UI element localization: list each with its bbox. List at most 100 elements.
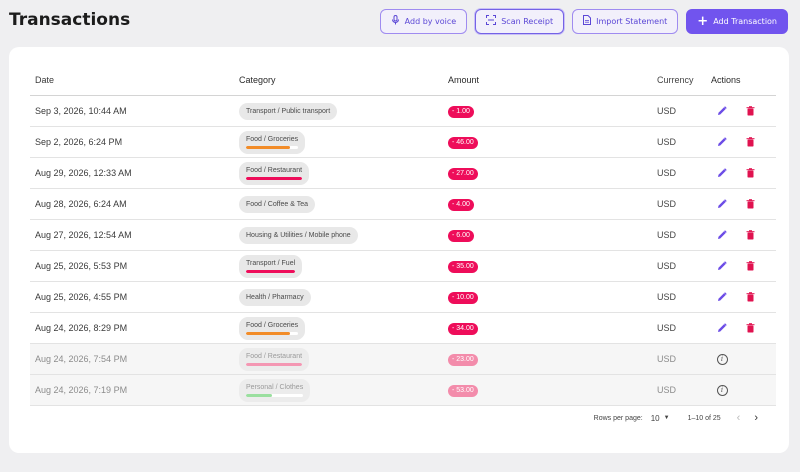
edit-icon[interactable] — [716, 322, 728, 334]
transactions-table: Date Category Amount Currency Actions Se… — [30, 64, 776, 406]
amount-badge: - 23.00 — [448, 353, 478, 366]
table-row[interactable]: Sep 3, 2026, 10:44 AM Transport / Public … — [30, 96, 776, 127]
header-actions: Actions — [711, 74, 741, 85]
plus-icon: + — [697, 14, 709, 29]
add-by-voice-button[interactable]: Add by voice — [379, 9, 468, 34]
delete-icon[interactable] — [744, 167, 756, 179]
pagination: Rows per page: 10 ▼ 1–10 of 25 ‹ › — [594, 412, 758, 424]
edit-icon[interactable] — [716, 229, 728, 241]
transaction-currency: USD — [657, 137, 677, 147]
amount-badge: - 27.00 — [448, 167, 478, 180]
category-chip: Food / Coffee & Tea — [239, 195, 316, 213]
delete-icon[interactable] — [744, 229, 756, 241]
amount-badge: - 35.00 — [448, 260, 478, 273]
import-statement-button[interactable]: Import Statement — [572, 9, 679, 34]
rows-per-page-select[interactable]: 10 ▼ — [651, 414, 670, 423]
info-icon[interactable]: i — [716, 353, 728, 365]
category-cell: Housing & Utilities / Mobile phone — [239, 226, 448, 244]
transaction-currency: USD — [657, 292, 677, 302]
add-transaction-button[interactable]: + Add Transaction — [686, 9, 788, 34]
delete-icon[interactable] — [744, 322, 756, 334]
transaction-currency: USD — [657, 199, 677, 209]
category-label: Food / Coffee & Tea — [246, 200, 309, 208]
info-icon[interactable]: i — [716, 384, 728, 396]
table-row[interactable]: Aug 27, 2026, 12:54 AM Housing & Utilitie… — [30, 220, 776, 251]
amount-cell: - 6.00 — [448, 229, 657, 242]
row-actions — [709, 136, 776, 148]
category-label: Transport / Public transport — [246, 107, 331, 115]
table-row[interactable]: Aug 25, 2026, 4:55 PM Health / Pharmacy - … — [30, 282, 776, 313]
next-page-icon[interactable]: › — [754, 412, 758, 424]
amount-badge: - 10.00 — [448, 291, 478, 304]
previous-page-icon[interactable]: ‹ — [736, 412, 741, 424]
category-cell: Food / Coffee & Tea — [239, 195, 448, 213]
edit-icon[interactable] — [716, 260, 728, 272]
amount-cell: - 53.00 — [448, 384, 657, 397]
rows-per-page-value: 10 — [650, 413, 660, 423]
row-actions — [709, 291, 776, 303]
category-cell: Food / Groceries — [239, 316, 448, 340]
header-category[interactable]: Category — [239, 74, 276, 85]
category-cell: Food / Restaurant — [239, 347, 448, 371]
transaction-currency: USD — [657, 230, 677, 240]
add-by-voice-label: Add by voice — [404, 17, 457, 26]
delete-icon[interactable] — [744, 260, 756, 272]
delete-icon[interactable] — [744, 198, 756, 210]
category-chip: Food / Restaurant — [239, 347, 310, 371]
edit-icon[interactable] — [716, 291, 728, 303]
category-chip: Food / Restaurant — [239, 161, 310, 185]
row-actions: i — [709, 384, 776, 396]
table-row[interactable]: Aug 24, 2026, 7:54 PM Food / Restaurant - … — [30, 344, 776, 375]
table-row[interactable]: Aug 24, 2026, 8:29 PM Food / Groceries - 3… — [30, 313, 776, 344]
transaction-currency: USD — [657, 323, 677, 333]
edit-icon[interactable] — [716, 198, 728, 210]
transaction-date: Aug 28, 2026, 6:24 AM — [35, 199, 127, 209]
add-transaction-label: Add Transaction — [713, 17, 777, 26]
edit-icon[interactable] — [716, 167, 728, 179]
table-row[interactable]: Aug 28, 2026, 6:24 AM Food / Coffee & Tea… — [30, 189, 776, 220]
edit-icon[interactable] — [716, 136, 728, 148]
microphone-icon — [391, 15, 400, 28]
category-chip: Health / Pharmacy — [239, 288, 311, 306]
rows-per-page-label: Rows per page: — [593, 414, 643, 422]
scan-receipt-button[interactable]: Scan Receipt — [475, 9, 565, 34]
budget-progress-bar — [246, 269, 296, 273]
delete-icon[interactable] — [744, 105, 756, 117]
category-cell: Food / Restaurant — [239, 161, 448, 185]
row-actions — [709, 105, 776, 117]
category-label: Personal / Clothes — [246, 383, 304, 391]
delete-icon[interactable] — [744, 291, 756, 303]
amount-cell: - 23.00 — [448, 353, 657, 366]
category-chip: Personal / Clothes — [239, 378, 311, 402]
header-date[interactable]: Date — [35, 74, 55, 85]
amount-badge: - 53.00 — [448, 384, 478, 397]
category-label: Food / Restaurant — [246, 352, 303, 360]
transaction-currency: USD — [657, 261, 677, 271]
amount-cell: - 10.00 — [448, 291, 657, 304]
delete-icon[interactable] — [744, 136, 756, 148]
transaction-currency: USD — [657, 385, 677, 395]
header-currency[interactable]: Currency — [657, 74, 694, 85]
row-actions — [709, 322, 776, 334]
transaction-date: Sep 2, 2026, 6:24 PM — [35, 137, 123, 147]
amount-cell: - 1.00 — [448, 105, 657, 118]
amount-badge: - 46.00 — [448, 136, 478, 149]
category-label: Food / Groceries — [246, 321, 299, 329]
row-actions: i — [709, 353, 776, 365]
row-actions — [709, 229, 776, 241]
table-row[interactable]: Aug 24, 2026, 7:19 PM Personal / Clothes -… — [30, 375, 776, 406]
budget-progress-bar — [246, 362, 303, 366]
amount-cell: - 34.00 — [448, 322, 657, 335]
amount-cell: - 4.00 — [448, 198, 657, 211]
transaction-date: Aug 27, 2026, 12:54 AM — [35, 230, 132, 240]
category-cell: Food / Groceries — [239, 130, 448, 154]
transaction-date: Aug 24, 2026, 7:19 PM — [35, 385, 128, 395]
table-body: Sep 3, 2026, 10:44 AM Transport / Public … — [30, 96, 776, 406]
table-row[interactable]: Aug 25, 2026, 5:53 PM Transport / Fuel - 3… — [30, 251, 776, 282]
header-amount[interactable]: Amount — [448, 74, 480, 85]
category-chip: Food / Groceries — [239, 316, 306, 340]
edit-icon[interactable] — [716, 105, 728, 117]
table-row[interactable]: Aug 29, 2026, 12:33 AM Food / Restaurant -… — [30, 158, 776, 189]
table-row[interactable]: Sep 2, 2026, 6:24 PM Food / Groceries - 46… — [30, 127, 776, 158]
amount-badge: - 1.00 — [448, 105, 474, 118]
